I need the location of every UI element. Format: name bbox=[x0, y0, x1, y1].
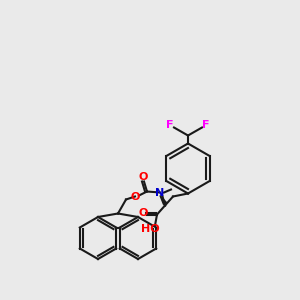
Text: O: O bbox=[138, 172, 148, 182]
Text: O: O bbox=[138, 208, 148, 218]
Text: O: O bbox=[130, 191, 140, 202]
Text: HO: HO bbox=[141, 224, 159, 233]
Text: F: F bbox=[166, 119, 174, 130]
Text: F: F bbox=[202, 119, 210, 130]
Text: N: N bbox=[155, 188, 165, 197]
Polygon shape bbox=[160, 196, 166, 204]
